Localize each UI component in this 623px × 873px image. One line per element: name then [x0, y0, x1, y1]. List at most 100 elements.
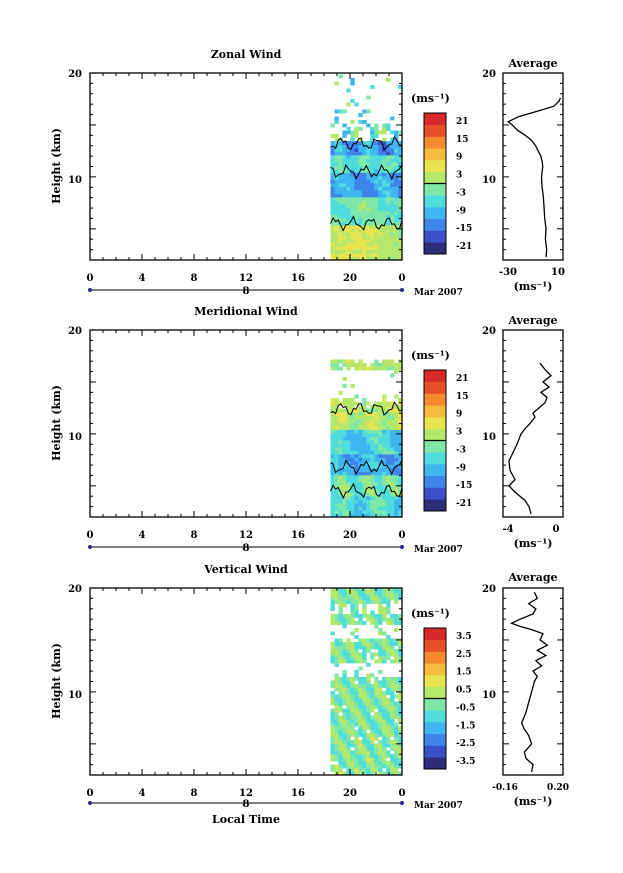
heatmap-cell: [338, 214, 343, 219]
heatmap-cell: [366, 482, 371, 486]
heatmap-cell: [350, 225, 355, 229]
heatmap-cell: [350, 207, 355, 212]
heatmap-cell: [334, 359, 339, 364]
heatmap-cell: [350, 617, 355, 622]
heatmap-cell: [350, 405, 355, 409]
heatmap-cell: [386, 148, 391, 152]
heatmap-cell: [346, 645, 351, 650]
heatmap-cell: [346, 232, 351, 236]
heatmap-cell: [382, 761, 387, 765]
heatmap-cell: [366, 426, 371, 430]
heatmap-cell: [350, 99, 355, 103]
heatmap-cell: [362, 729, 367, 734]
heatmap-cell: [346, 165, 351, 170]
heatmap-cell: [346, 729, 351, 734]
heatmap-cell: [342, 684, 347, 688]
heatmap-cell: [370, 733, 375, 737]
heatmap-cell: [386, 155, 391, 159]
heatmap-cell: [334, 677, 339, 681]
heatmap-cell: [374, 359, 379, 364]
heatmap-cell: [390, 190, 395, 194]
heatmap-cell: [370, 764, 375, 769]
heatmap-cell: [390, 186, 395, 191]
heatmap-cell: [330, 733, 335, 737]
heatmap-cell: [398, 747, 402, 751]
heatmap-cell: [354, 468, 359, 472]
heatmap-cell: [398, 705, 402, 709]
heatmap-cell: [382, 197, 387, 201]
heatmap-cell: [398, 482, 402, 486]
heatmap-cell: [374, 468, 379, 472]
heatmap-cell: [358, 600, 363, 604]
heatmap-cell: [342, 645, 347, 650]
heatmap-cell: [382, 151, 387, 156]
heatmap-cell: [330, 436, 335, 441]
heatmap-cell: [350, 631, 355, 636]
heatmap-cell: [346, 183, 351, 187]
heatmap-cell: [390, 761, 395, 765]
heatmap-cell: [374, 503, 379, 507]
heatmap-cell: [398, 158, 402, 163]
heatmap-cell: [354, 246, 359, 250]
heatmap-cell: [382, 443, 387, 448]
heatmap-cell: [346, 415, 351, 420]
heatmap-cell: [378, 256, 383, 260]
heatmap-cell: [330, 593, 335, 597]
heatmap-cell: [398, 235, 402, 240]
heatmap-cell: [330, 708, 335, 713]
heatmap-cell: [374, 659, 379, 664]
heatmap-cell: [346, 687, 351, 692]
heatmap-cell: [386, 610, 391, 615]
heatmap-cell: [334, 475, 339, 479]
heatmap-cell: [398, 638, 402, 643]
heatmap-cell: [374, 694, 379, 699]
colorbar-tick-label: -1.5: [456, 721, 475, 731]
heatmap-cell: [358, 712, 363, 716]
colorbar-tick-label: 9: [456, 153, 462, 163]
heatmap-cell: [394, 588, 399, 590]
heatmap-cell: [366, 429, 371, 434]
heatmap-cell: [366, 433, 371, 437]
heatmap-cell: [398, 162, 402, 166]
heatmap-cell: [362, 471, 367, 476]
heatmap-cell: [342, 589, 347, 594]
heatmap-cell: [398, 677, 402, 681]
heatmap-cell: [362, 148, 367, 152]
heatmap-cell: [334, 141, 339, 145]
heatmap-cell: [374, 405, 379, 409]
heatmap-cell: [338, 754, 343, 758]
heatmap-cells: [330, 74, 402, 260]
heatmap-cell: [366, 207, 371, 212]
heatmap-cell: [370, 771, 375, 775]
heatmap-cell: [354, 426, 359, 430]
heatmap-cell: [346, 211, 351, 215]
heatmap-cell: [370, 179, 375, 184]
heatmap-cell: [330, 499, 335, 504]
heatmap-cell: [334, 415, 339, 420]
heatmap-cell: [386, 764, 391, 769]
heatmap-cell: [394, 659, 399, 664]
heatmap-cell: [382, 457, 387, 462]
heatmap-cell: [358, 120, 363, 124]
heatmap-cell: [342, 471, 347, 476]
heatmap-cell: [398, 405, 402, 409]
heatmap-cell: [330, 496, 335, 500]
heatmap-cell: [398, 401, 402, 406]
heatmap-cell: [354, 607, 359, 611]
heatmap-cell: [374, 214, 379, 219]
heatmap-cell: [358, 701, 363, 706]
heatmap-cell: [374, 489, 379, 493]
heatmap-cell: [386, 144, 391, 149]
heatmap-cell: [378, 705, 383, 709]
colorbar-swatch: [424, 242, 446, 255]
heatmap-cell: [398, 593, 402, 597]
heatmap-cell: [390, 457, 395, 462]
day-label: 8: [243, 799, 250, 810]
heatmap-cell: [334, 214, 339, 219]
heatmap-cell: [374, 172, 379, 177]
heatmap-cell: [398, 447, 402, 451]
heatmap-cell: [338, 496, 343, 500]
heatmap-cell: [394, 614, 399, 618]
heatmap-cell: [330, 726, 335, 730]
heatmap-cell: [374, 506, 379, 511]
